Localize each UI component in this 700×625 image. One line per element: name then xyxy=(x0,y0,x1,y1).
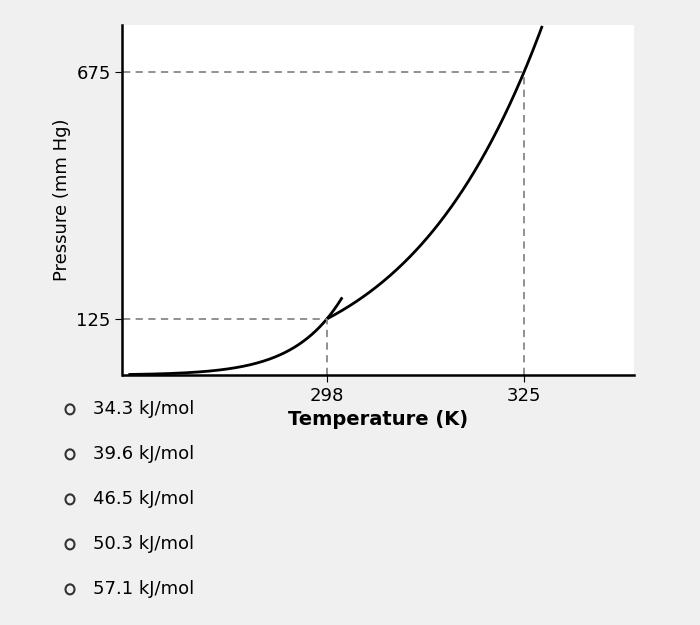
Text: 50.3 kJ/mol: 50.3 kJ/mol xyxy=(93,536,194,553)
Text: 34.3 kJ/mol: 34.3 kJ/mol xyxy=(93,401,195,418)
Text: 46.5 kJ/mol: 46.5 kJ/mol xyxy=(93,491,195,508)
X-axis label: Temperature (K): Temperature (K) xyxy=(288,411,468,429)
Text: 39.6 kJ/mol: 39.6 kJ/mol xyxy=(93,446,195,463)
Y-axis label: Pressure (mm Hg): Pressure (mm Hg) xyxy=(52,119,71,281)
Text: 57.1 kJ/mol: 57.1 kJ/mol xyxy=(93,581,195,598)
